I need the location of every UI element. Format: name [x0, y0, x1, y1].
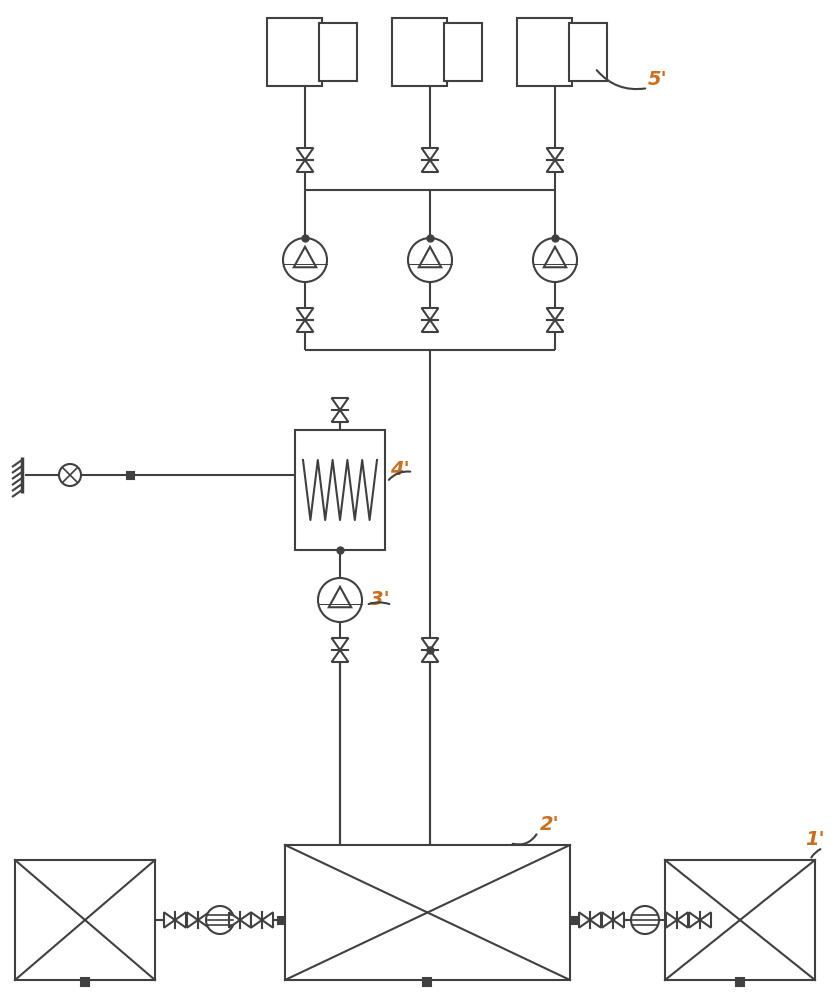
Bar: [278, 917, 285, 924]
Circle shape: [59, 464, 81, 486]
Polygon shape: [422, 160, 438, 172]
Circle shape: [408, 238, 452, 282]
Polygon shape: [419, 247, 441, 267]
Text: 3': 3': [370, 590, 390, 609]
Polygon shape: [422, 148, 438, 160]
Polygon shape: [700, 912, 711, 928]
Polygon shape: [590, 912, 601, 928]
Bar: [665, 860, 815, 980]
Bar: [127, 472, 134, 479]
Circle shape: [206, 906, 234, 934]
Polygon shape: [240, 912, 251, 928]
Polygon shape: [187, 912, 198, 928]
Polygon shape: [251, 912, 262, 928]
Bar: [295, 430, 385, 550]
Text: 1': 1': [805, 830, 825, 849]
Polygon shape: [198, 912, 209, 928]
Text: 5': 5': [648, 70, 668, 89]
Polygon shape: [547, 320, 564, 332]
Polygon shape: [175, 912, 186, 928]
Circle shape: [283, 238, 327, 282]
Polygon shape: [677, 912, 688, 928]
Bar: [392, 18, 447, 86]
Polygon shape: [689, 912, 700, 928]
Bar: [423, 978, 431, 986]
Polygon shape: [613, 912, 624, 928]
Polygon shape: [331, 650, 348, 662]
Polygon shape: [229, 912, 240, 928]
Bar: [81, 978, 89, 986]
Bar: [267, 18, 322, 86]
Polygon shape: [164, 912, 175, 928]
Circle shape: [533, 238, 577, 282]
Polygon shape: [547, 308, 564, 320]
Polygon shape: [422, 638, 438, 650]
Polygon shape: [296, 148, 313, 160]
Bar: [571, 917, 578, 924]
Bar: [736, 978, 744, 986]
Bar: [569, 23, 607, 81]
Polygon shape: [329, 587, 352, 607]
Polygon shape: [331, 410, 348, 422]
Text: 2': 2': [540, 815, 559, 834]
Polygon shape: [296, 160, 313, 172]
Polygon shape: [422, 308, 438, 320]
Polygon shape: [296, 320, 313, 332]
Polygon shape: [331, 398, 348, 410]
Polygon shape: [602, 912, 613, 928]
Polygon shape: [296, 308, 313, 320]
Polygon shape: [579, 912, 590, 928]
Bar: [444, 23, 482, 81]
Polygon shape: [294, 247, 316, 267]
Polygon shape: [422, 320, 438, 332]
Circle shape: [631, 906, 659, 934]
Bar: [285, 845, 570, 980]
Polygon shape: [331, 638, 348, 650]
Bar: [319, 23, 357, 81]
Polygon shape: [262, 912, 273, 928]
Polygon shape: [547, 148, 564, 160]
Polygon shape: [422, 650, 438, 662]
Bar: [517, 18, 572, 86]
Polygon shape: [547, 160, 564, 172]
Polygon shape: [544, 247, 566, 267]
Circle shape: [318, 578, 362, 622]
Text: 4': 4': [390, 460, 410, 479]
Bar: [15, 860, 155, 980]
Polygon shape: [666, 912, 677, 928]
